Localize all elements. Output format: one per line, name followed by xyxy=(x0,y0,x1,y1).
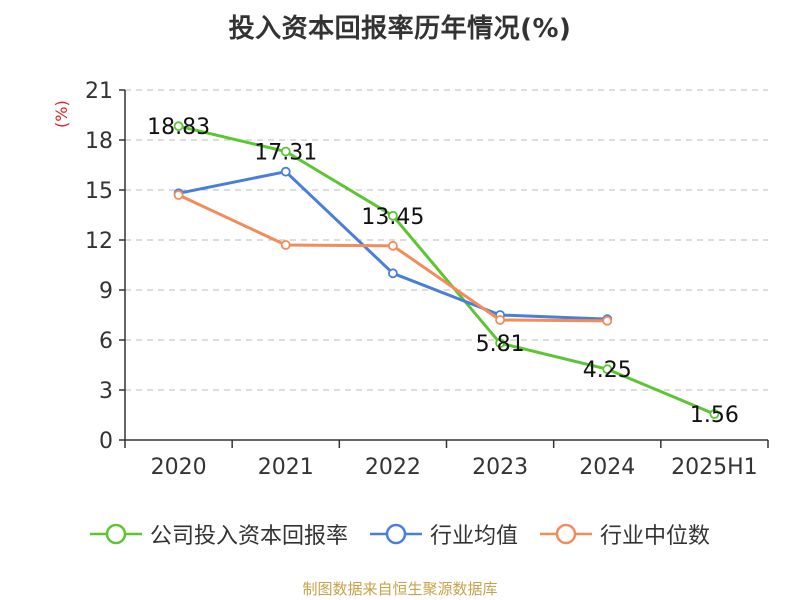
legend-label-company: 公司投入资本回报率 xyxy=(149,524,348,549)
data-label: 17.31 xyxy=(254,141,317,166)
x-tick-label: 2024 xyxy=(579,455,635,480)
data-label: 13.45 xyxy=(361,205,424,230)
series-point-1[interactable] xyxy=(388,268,398,279)
grid-lines xyxy=(125,89,768,391)
y-tick-label: 6 xyxy=(99,329,113,354)
x-tick-label: 2025H1 xyxy=(671,455,758,480)
series-point-0[interactable] xyxy=(173,121,184,132)
series-point-2[interactable] xyxy=(280,240,291,250)
data-labels: 18.83 17.31 13.45 5.81 4.25 1.56 xyxy=(147,115,739,428)
legend-orange-marker-icon xyxy=(540,523,592,545)
legend-green-marker-icon xyxy=(89,523,142,545)
legend-item-industry-median[interactable]: 行业中位数 xyxy=(540,518,710,550)
y-tick-label: 18 xyxy=(85,129,113,154)
series-point-2[interactable] xyxy=(173,190,184,200)
legend-blue-marker-icon xyxy=(369,523,422,545)
y-tick-label: 3 xyxy=(99,379,113,404)
series-line-0 xyxy=(177,124,716,416)
series-lines xyxy=(173,121,720,419)
series-point-1[interactable] xyxy=(280,166,291,177)
x-tick-label: 2023 xyxy=(472,455,528,480)
series-point-2[interactable] xyxy=(388,240,398,251)
chart-title: 投入资本回报率历年情况(%) xyxy=(228,14,572,44)
data-source-note: 制图数据来自恒生聚源数据库 xyxy=(302,580,498,598)
series-point-0[interactable] xyxy=(495,338,505,349)
y-tick-label: 9 xyxy=(99,279,113,304)
x-tick-label: 2022 xyxy=(365,455,421,480)
legend-label-industry-mean: 行业均值 xyxy=(429,524,518,549)
y-tick-label: 12 xyxy=(85,229,113,254)
series-point-0[interactable] xyxy=(280,146,291,157)
data-label: 1.56 xyxy=(690,403,739,428)
x-tick-label: 2020 xyxy=(151,455,207,480)
y-tick-label: 15 xyxy=(85,179,113,204)
data-label: 5.81 xyxy=(476,332,525,357)
y-tick-label: 0 xyxy=(99,429,113,454)
legend: 公司投入资本回报率 行业均值 行业中位数 xyxy=(0,518,800,550)
data-label: 18.83 xyxy=(147,115,210,140)
series-point-2[interactable] xyxy=(495,315,505,325)
series-point-2[interactable] xyxy=(602,315,613,326)
legend-item-industry-mean[interactable]: 行业均值 xyxy=(369,518,518,550)
legend-item-company[interactable]: 公司投入资本回报率 xyxy=(89,518,348,550)
x-tick-label: 2021 xyxy=(258,455,314,480)
series-point-0[interactable] xyxy=(602,364,613,375)
y-tick-label: 21 xyxy=(85,79,113,104)
series-point-0[interactable] xyxy=(709,409,720,419)
axes: 0 3 6 9 12 15 18 21 2020 2021 2022 2023 2024 2025H1 xyxy=(85,79,769,480)
series-point-0[interactable] xyxy=(388,210,398,221)
data-label: 4.25 xyxy=(583,358,632,383)
legend-label-industry-median: 行业中位数 xyxy=(600,524,711,549)
